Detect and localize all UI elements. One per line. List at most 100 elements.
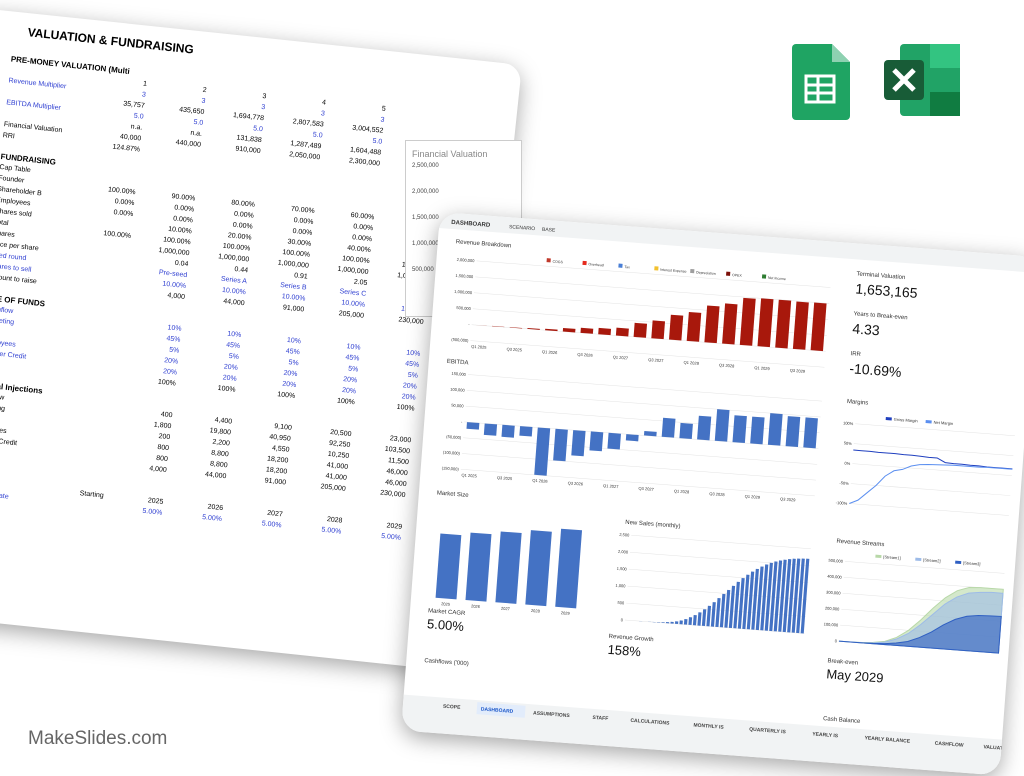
kpi-value: 4.33 <box>852 320 881 338</box>
y-tick-label: 500,000 <box>456 305 472 311</box>
y-tick-label: 400,000 <box>827 574 843 580</box>
grid-line <box>855 424 1015 436</box>
legend-label: Overhead <box>588 262 604 267</box>
excel-tile <box>930 44 960 68</box>
legend-label: Interest Expense <box>660 268 687 274</box>
chart-title: EBITDA <box>447 359 469 367</box>
y-tick-label: 100,000 <box>824 621 840 627</box>
grid-line <box>472 325 826 352</box>
kpi-label: Years to Break-even <box>853 311 907 321</box>
x-tick-label: Q3 2029 <box>780 496 796 502</box>
bar <box>662 418 676 438</box>
legend-swatch <box>618 264 622 268</box>
sheet-tab[interactable]: STAFF <box>592 715 608 722</box>
bar <box>697 612 701 625</box>
line <box>853 450 1013 469</box>
bar <box>553 429 568 462</box>
chart-title: Financial Valuation <box>412 149 521 159</box>
legend-swatch <box>926 420 932 423</box>
x-tick-label: Q3 2028 <box>709 491 725 497</box>
bar <box>803 417 818 448</box>
x-tick-label: Q1 2025 <box>471 344 487 350</box>
legend-swatch <box>654 266 658 270</box>
bar <box>715 598 720 627</box>
chart-title: Margins <box>847 399 869 407</box>
grid-line <box>475 277 829 304</box>
excel-tile <box>930 92 960 116</box>
legend-label: Depreciation <box>696 270 716 275</box>
bar <box>732 415 746 443</box>
x-tick-label: Q3 2029 <box>790 368 806 374</box>
legend-label: Net Margin <box>933 420 953 426</box>
legend-swatch <box>726 272 730 276</box>
line <box>849 457 1012 515</box>
legend-swatch <box>955 561 961 564</box>
grid-line <box>851 484 1011 496</box>
bar <box>607 433 621 450</box>
bar <box>722 303 737 344</box>
y-tick-label: -100% <box>836 500 848 506</box>
x-tick-label: 2029 <box>561 610 571 616</box>
bar <box>644 431 657 436</box>
bar <box>670 622 673 624</box>
bar <box>675 621 678 624</box>
bar <box>589 431 603 451</box>
chart-title: Cash Balance <box>823 716 861 725</box>
y-tick-label: 2,000,000 <box>457 257 476 263</box>
y-tick-label: 50,000 <box>451 403 464 409</box>
chart-title: Cashflows ('000) <box>424 658 469 667</box>
x-tick-label: Q1 2026 <box>542 349 558 355</box>
grid-line <box>463 438 817 465</box>
bar <box>702 609 706 626</box>
y-tick-label: 0% <box>844 461 851 466</box>
bar <box>688 617 692 625</box>
legend-label: [Stream1] <box>883 554 901 560</box>
sheet-tab[interactable]: SCOPE <box>443 704 462 711</box>
legend-swatch <box>547 258 551 262</box>
y-tick-label: (50,000) <box>446 434 462 440</box>
kpi-label: IRR <box>850 351 861 358</box>
x-tick-label: Q1 2025 <box>461 472 477 478</box>
x-tick-label: Q1 2028 <box>683 360 699 366</box>
bar <box>693 615 697 625</box>
kpi-value: May 2029 <box>826 666 884 685</box>
y-tick-label: - <box>468 322 470 327</box>
kpi-value: 158% <box>607 642 642 659</box>
bar <box>525 530 552 606</box>
kpi-value: 1,653,165 <box>855 280 919 301</box>
y-tick-label: 1,000 <box>615 583 626 589</box>
legend-label: Tax <box>624 265 630 269</box>
bar <box>669 315 683 341</box>
bar <box>571 430 585 456</box>
grid-line <box>854 444 1014 456</box>
app-icons <box>790 40 970 130</box>
y-tick-label: (500,000) <box>451 337 469 343</box>
y-tick-label: 100% <box>843 420 854 426</box>
bar <box>757 298 773 347</box>
bar <box>501 425 514 438</box>
bar <box>679 423 693 439</box>
y-tick-label: 2,500 <box>619 532 630 538</box>
chart-title: New Sales (monthly) <box>625 520 681 530</box>
x-tick-label: 2026 <box>471 603 481 609</box>
y-tick-label: 2,500,000 <box>412 163 521 169</box>
y-tick-label: 500 <box>617 600 625 606</box>
y-tick-label: - <box>461 419 463 424</box>
header-bar <box>439 212 1024 273</box>
bar <box>786 416 801 447</box>
grid-line <box>464 422 818 449</box>
x-tick-label: Q1 2029 <box>754 365 770 371</box>
x-tick-label: 2028 <box>531 608 541 614</box>
x-tick-label: Q3 2025 <box>506 346 522 352</box>
legend-swatch <box>875 555 881 558</box>
bar <box>684 619 688 625</box>
legend-swatch <box>762 274 766 278</box>
legend-swatch <box>886 417 892 420</box>
bar <box>580 328 593 334</box>
x-tick-label: Q1 2029 <box>745 494 761 500</box>
bar <box>793 302 809 350</box>
sheets-fold <box>832 44 850 62</box>
